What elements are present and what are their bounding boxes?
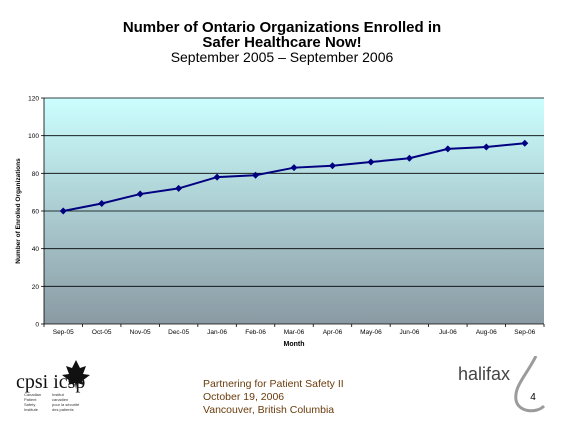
x-tick-label: Aug-06 <box>476 329 497 336</box>
y-axis-label: Number of Enrolled Organizations <box>15 158 22 264</box>
data-point-marker <box>444 145 452 153</box>
x-axis-label: Month <box>284 341 305 348</box>
logo-small-text: canadien <box>52 397 68 402</box>
x-tick-label: May-06 <box>360 329 382 336</box>
y-tick-label: 80 <box>32 171 40 178</box>
swoosh-icon <box>514 356 546 413</box>
y-tick-label: 40 <box>32 246 40 253</box>
y-tick-label: 100 <box>28 133 39 140</box>
y-tick-label: 0 <box>35 322 39 329</box>
x-tick-label: Mar-06 <box>284 329 305 336</box>
data-point-marker <box>290 164 298 172</box>
y-tick-label: 60 <box>32 209 40 216</box>
x-tick-label: Jan-06 <box>207 329 227 336</box>
data-point-marker <box>405 154 413 162</box>
footer-line1: Partnering for Patient Safety II <box>203 378 344 390</box>
chart-title-block: Number of Ontario Organizations Enrolled… <box>0 20 564 65</box>
page-number: 4 <box>530 392 536 403</box>
x-tick-label: Nov-05 <box>130 329 151 336</box>
logo-small-text: Institut <box>52 392 65 397</box>
logo-small-text: Institute <box>24 407 39 412</box>
chart-title-line1: Number of Ontario Organizations Enrolled… <box>122 19 442 36</box>
logo-small-text: Safety <box>24 402 35 407</box>
maple-leaf-icon <box>62 360 90 389</box>
y-tick-label: 120 <box>28 96 39 103</box>
data-point-marker <box>252 171 260 179</box>
footer-line2: October 19, 2006 <box>203 391 285 403</box>
x-tick-label: Dec-05 <box>168 329 189 336</box>
logo-cpsi-text: cpsi icsp <box>16 371 85 393</box>
data-point-marker <box>213 173 221 181</box>
chart-title-line2: Safer Healthcare Now! <box>202 34 362 51</box>
x-tick-label: Jul-06 <box>439 329 457 336</box>
logo-small-text: des patients <box>52 407 74 412</box>
y-tick-label: 20 <box>32 284 40 291</box>
data-point-marker <box>367 158 375 166</box>
x-tick-label: Sep-05 <box>53 329 74 336</box>
chart-subtitle: September 2005 – September 2006 <box>170 49 394 65</box>
data-point-marker <box>482 143 490 151</box>
logo-small-text: Canadian <box>24 392 41 397</box>
x-tick-label: Oct-05 <box>92 329 112 336</box>
x-tick-label: Sep-06 <box>514 329 535 336</box>
x-tick-label: Jun-06 <box>399 329 419 336</box>
footer-text: Partnering for Patient Safety II October… <box>203 378 344 417</box>
data-point-marker <box>136 190 144 198</box>
cpsi-icsp-logo: cpsi icsp Canadian Patient Safety Instit… <box>16 360 90 412</box>
data-point-marker <box>98 199 106 207</box>
logo-small-text: pour la sécurité <box>52 402 80 407</box>
footer-line3: Vancouver, British Columbia <box>203 404 335 416</box>
halifax-logo: halifax <box>458 356 546 413</box>
data-point-marker <box>59 207 67 215</box>
data-point-marker <box>328 162 336 170</box>
data-point-marker <box>175 184 183 192</box>
logo-halifax-text: halifax <box>458 364 510 384</box>
logo-small-text: Patient <box>24 397 37 402</box>
data-point-marker <box>521 139 529 147</box>
x-tick-label: Feb-06 <box>245 329 266 336</box>
x-tick-label: Apr-06 <box>323 329 343 336</box>
